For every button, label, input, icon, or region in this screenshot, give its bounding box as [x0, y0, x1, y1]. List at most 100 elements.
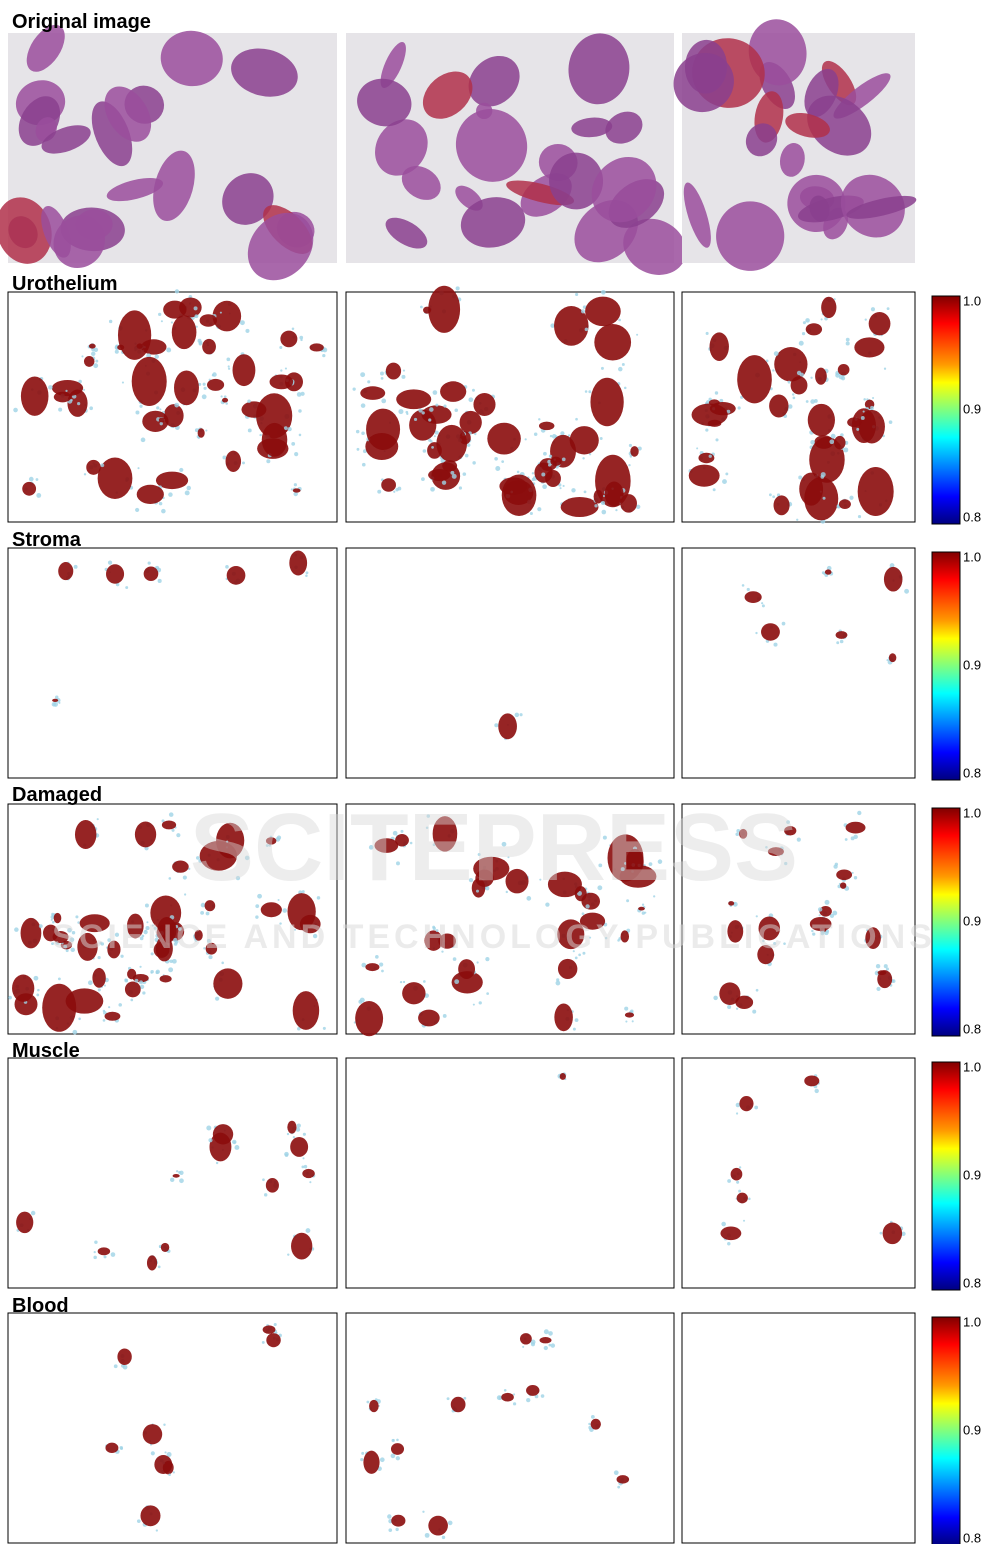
activation	[222, 398, 228, 403]
speck	[262, 1341, 265, 1344]
speck	[543, 452, 547, 456]
speck	[55, 696, 58, 699]
panel-frame	[8, 1313, 337, 1543]
speck	[562, 458, 566, 462]
activation	[526, 1385, 539, 1396]
speck	[130, 999, 133, 1002]
colorbar-tick-label: 0.9	[963, 657, 981, 672]
row-title: Stroma	[12, 529, 82, 551]
speck	[568, 434, 570, 436]
activation	[140, 1505, 160, 1526]
speck	[156, 1529, 158, 1531]
activation	[262, 423, 287, 457]
speck	[168, 877, 171, 880]
activation	[769, 394, 788, 417]
speck	[248, 429, 252, 433]
activation	[98, 1247, 110, 1255]
speck	[397, 487, 401, 491]
speck	[58, 977, 61, 980]
speck	[148, 562, 151, 565]
speck	[755, 632, 757, 634]
speck	[228, 365, 230, 367]
speck	[548, 464, 551, 467]
speck	[81, 355, 83, 357]
activation	[290, 1137, 308, 1157]
speck	[545, 902, 549, 906]
speck	[548, 1331, 553, 1336]
activation	[545, 470, 561, 487]
speck	[292, 328, 295, 331]
activation	[213, 1124, 233, 1144]
speck	[538, 418, 540, 420]
activation	[213, 968, 242, 998]
activation	[498, 713, 517, 739]
speck	[274, 1323, 277, 1326]
speck	[582, 912, 585, 915]
speck	[291, 442, 295, 446]
speck	[863, 411, 865, 413]
speck	[36, 478, 39, 481]
activation	[179, 297, 201, 317]
speck	[103, 1019, 106, 1022]
speck	[550, 435, 552, 437]
speck	[820, 475, 824, 479]
speck	[563, 485, 565, 487]
speck	[70, 399, 72, 401]
speck	[395, 1528, 398, 1531]
speck	[367, 380, 370, 383]
speck	[544, 1346, 548, 1350]
speck	[406, 413, 408, 415]
activation	[172, 861, 189, 873]
activation	[396, 389, 431, 409]
speck	[836, 641, 839, 644]
speck	[163, 1424, 165, 1426]
speck	[443, 1014, 447, 1018]
speck	[713, 488, 716, 491]
activation	[391, 1443, 404, 1455]
speck	[542, 484, 547, 489]
colorbar-tick-label: 0.8	[963, 1021, 981, 1036]
activation	[142, 411, 168, 432]
activation	[160, 975, 172, 982]
activation	[487, 423, 521, 455]
activation	[558, 959, 577, 979]
activation	[143, 1424, 163, 1444]
speck	[615, 509, 617, 511]
speck	[846, 341, 850, 345]
speck	[430, 440, 433, 443]
speck	[846, 338, 850, 342]
activation	[226, 451, 242, 472]
speck	[203, 387, 206, 390]
speck	[803, 321, 806, 324]
activation	[847, 417, 861, 427]
speck	[622, 363, 625, 366]
speck	[477, 961, 479, 963]
speck	[642, 904, 644, 906]
speck	[840, 640, 844, 644]
speck	[58, 408, 62, 412]
speck	[293, 1136, 295, 1138]
speck	[601, 367, 604, 370]
speck	[159, 502, 163, 506]
speck	[145, 903, 149, 907]
activation	[884, 567, 903, 592]
activation	[42, 984, 76, 1032]
speck	[825, 900, 830, 905]
speck	[636, 334, 638, 336]
speck	[118, 1003, 122, 1007]
speck	[221, 962, 224, 965]
speck	[463, 1397, 466, 1400]
activation	[720, 1226, 741, 1240]
speck	[228, 368, 230, 370]
speck	[835, 863, 838, 866]
activation	[877, 970, 892, 988]
speck	[754, 1106, 758, 1110]
speck	[175, 289, 179, 293]
speck	[428, 418, 431, 421]
speck	[739, 1166, 741, 1168]
activation	[154, 1455, 172, 1474]
speck	[357, 448, 360, 451]
activation	[791, 376, 808, 394]
speck	[171, 321, 173, 323]
activation	[540, 1337, 552, 1343]
